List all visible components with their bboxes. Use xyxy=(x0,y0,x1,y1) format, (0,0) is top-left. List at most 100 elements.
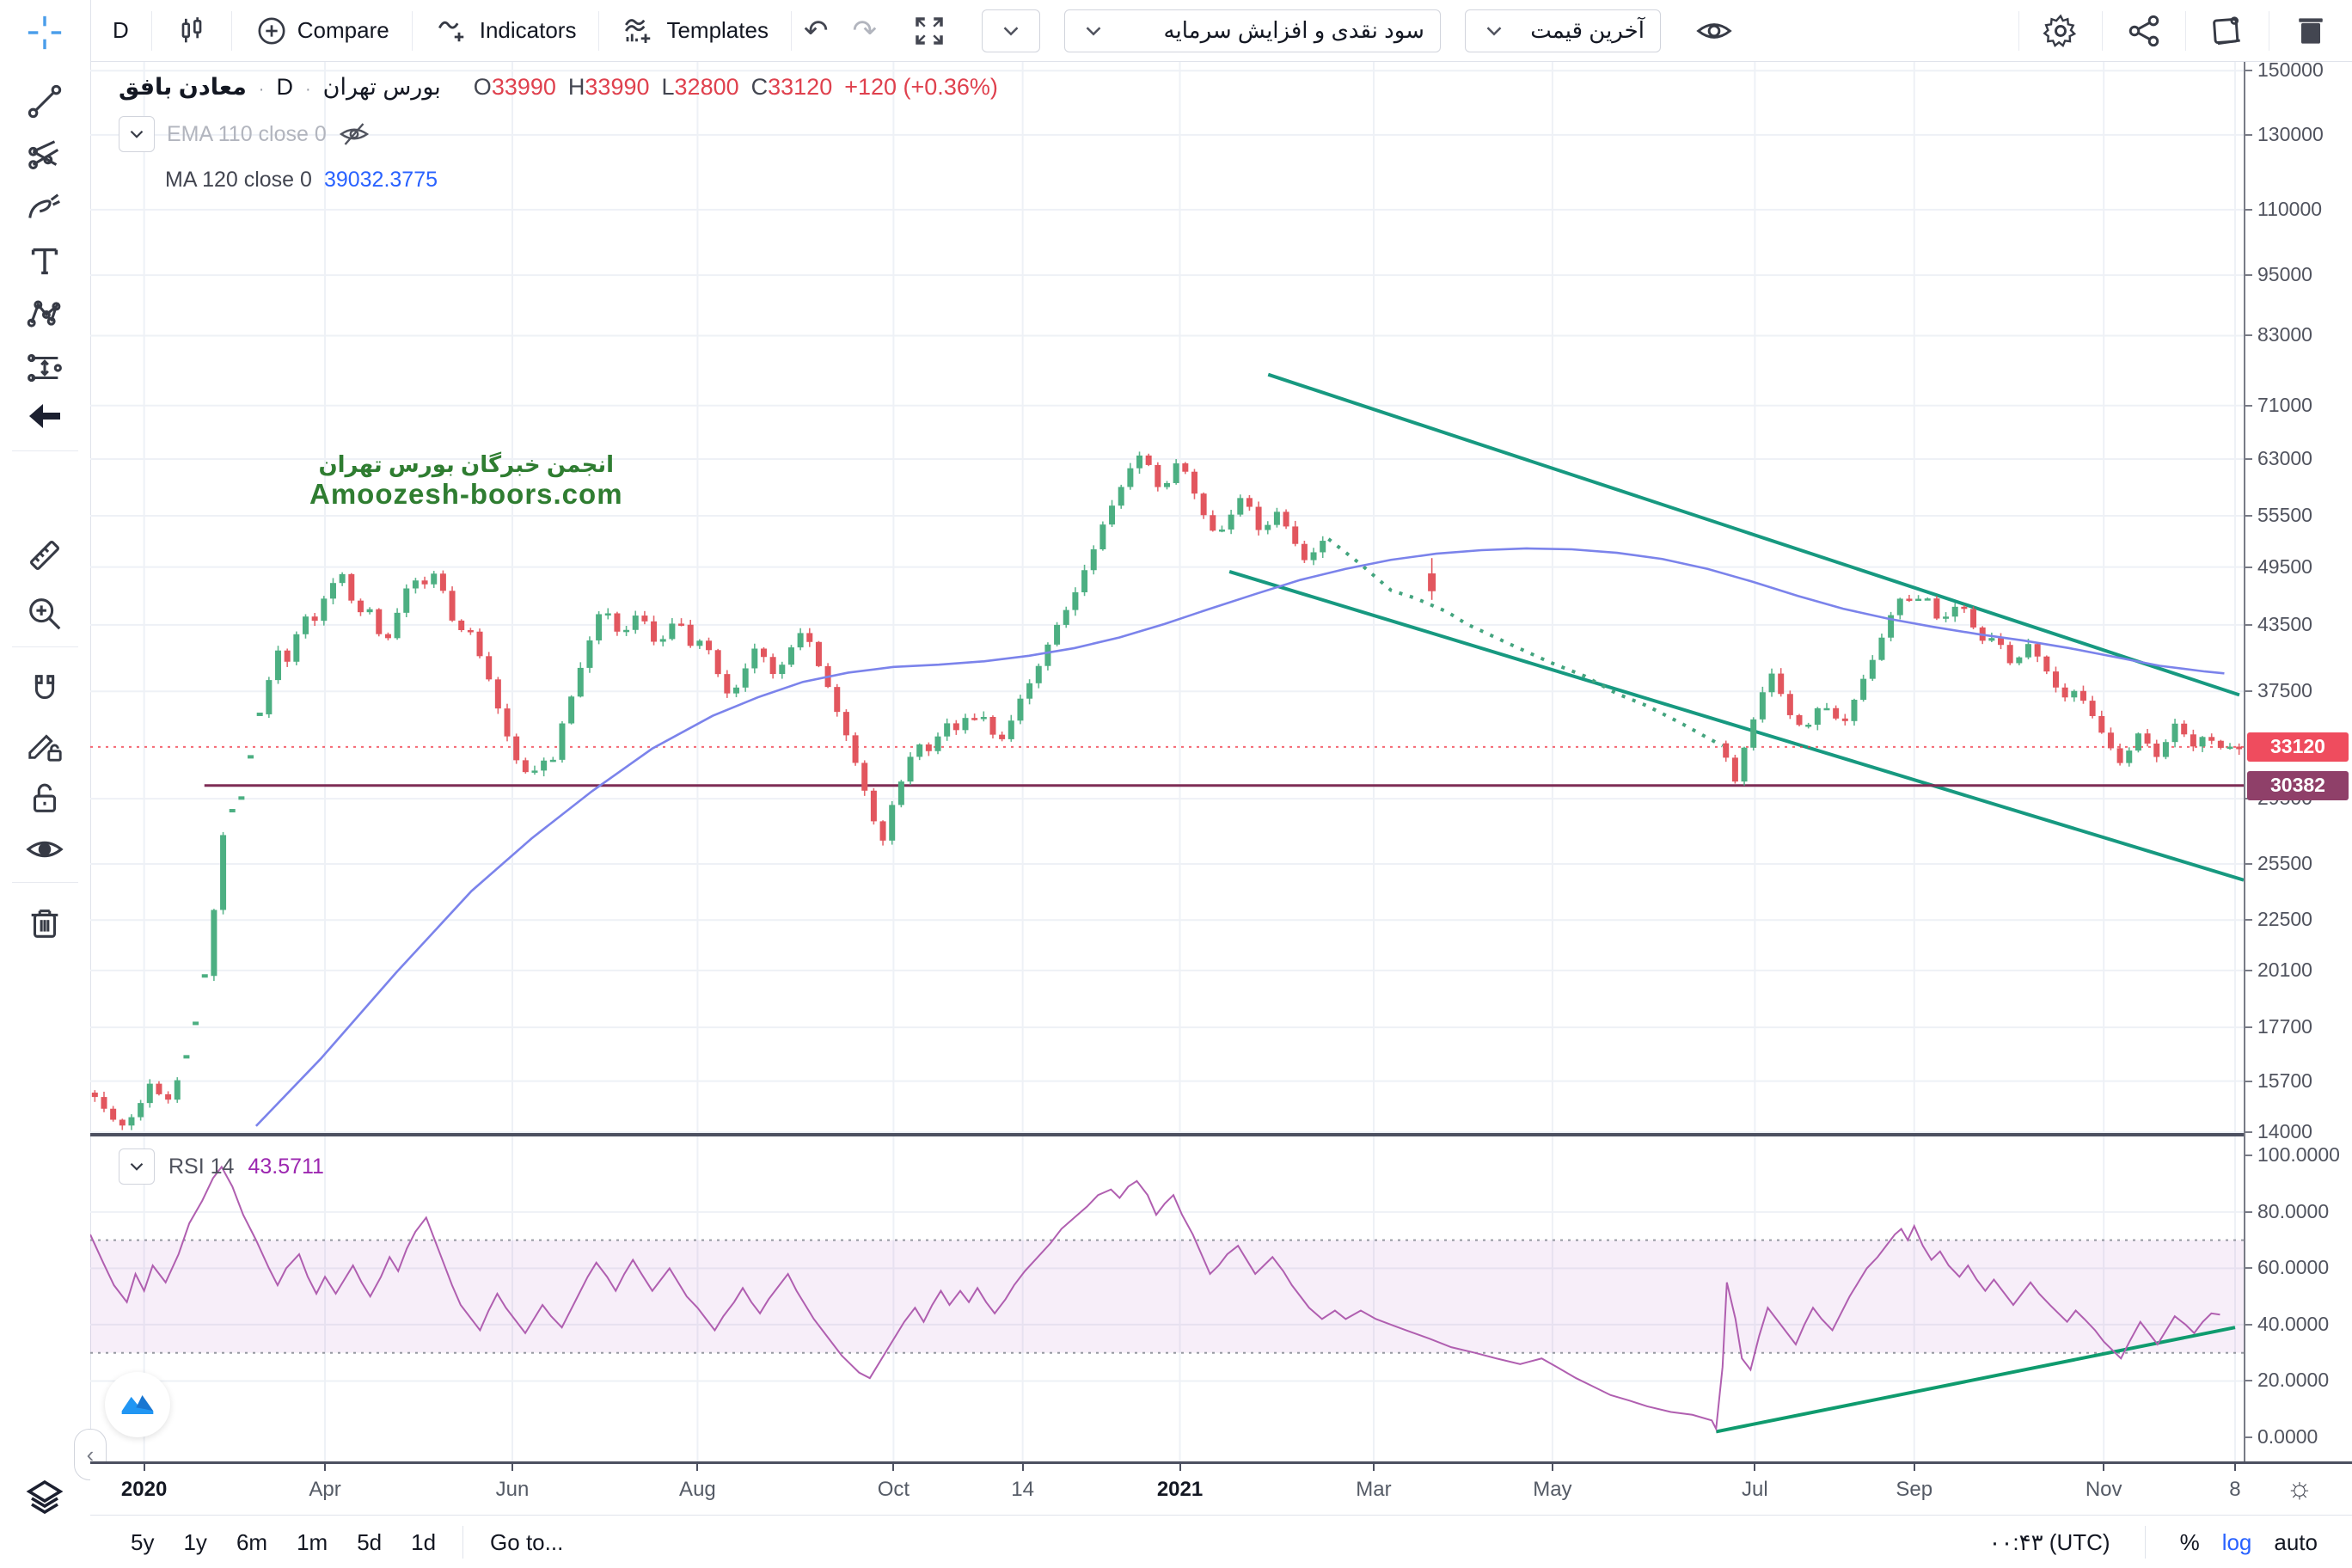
price-axis[interactable]: 150000 130000 110000 95000 83000 71000 63000 55… xyxy=(2244,58,2352,1461)
crosshair-icon[interactable] xyxy=(22,10,67,55)
auto-scale-button[interactable]: auto xyxy=(2274,1528,2318,1555)
rsi-value: 43.5711 xyxy=(248,1154,324,1179)
eye-off-icon[interactable] xyxy=(339,119,370,150)
drawing-toolbar xyxy=(0,0,91,1568)
redo-button[interactable]: ↷ xyxy=(852,14,877,47)
price-tick xyxy=(2245,1026,2252,1029)
goto-button[interactable]: Go to... xyxy=(490,1528,564,1555)
ohlc-close: C33120 xyxy=(750,74,833,100)
object-tree-layers-icon[interactable] xyxy=(22,1475,67,1520)
time-tick xyxy=(324,1464,327,1471)
undo-button[interactable]: ↶ xyxy=(803,14,829,47)
price-tick-label: 43500 xyxy=(2257,612,2312,635)
rsi-label[interactable]: RSI 14 xyxy=(168,1154,235,1179)
settings-button[interactable] xyxy=(2019,11,2102,51)
time-label: Sep xyxy=(1896,1478,1933,1501)
last-price-dropdown-label: آخرین قیمت xyxy=(1530,17,1645,43)
last-price-dropdown[interactable]: آخرین قیمت xyxy=(1464,9,1661,52)
range-button-1d[interactable]: 1d xyxy=(411,1528,437,1555)
interval-button[interactable]: D xyxy=(90,11,151,51)
time-tick xyxy=(1551,1464,1553,1471)
price-tick-label: 83000 xyxy=(2257,323,2312,346)
time-label: 2020 xyxy=(120,1478,168,1501)
range-button-1m[interactable]: 1m xyxy=(297,1528,328,1555)
utc-clock[interactable]: ۰۰:۴۳ (UTC) xyxy=(1988,1528,2110,1555)
ma-label[interactable]: MA 120 close 0 xyxy=(165,168,312,192)
rsi-tick-label: 0.0000 xyxy=(2257,1425,2318,1448)
arrow-tool-icon[interactable] xyxy=(22,394,67,438)
tv-logo-icon xyxy=(121,1395,154,1414)
symbol-row[interactable]: معادن بافق · D · بورس تهران O33990 H3399… xyxy=(119,74,998,100)
top-toolbar: D Compare Indicators Templates xyxy=(90,0,2352,62)
range-button-5d[interactable]: 5d xyxy=(357,1528,383,1555)
zoom-in-icon[interactable] xyxy=(22,591,67,636)
range-button-5y[interactable]: 5y xyxy=(131,1528,155,1555)
indicators-button[interactable]: Indicators xyxy=(413,11,599,51)
main-chart-pane[interactable] xyxy=(90,62,2244,1133)
pane-divider[interactable] xyxy=(90,1133,2352,1136)
tradingview-logo[interactable] xyxy=(105,1372,170,1437)
xabcd-pattern-icon[interactable] xyxy=(22,292,67,337)
text-tool-icon[interactable] xyxy=(22,239,67,284)
time-label: May xyxy=(1533,1478,1572,1501)
price-tick xyxy=(2245,208,2252,211)
templates-button[interactable]: Templates xyxy=(599,11,791,51)
rsi-tick xyxy=(2245,1380,2252,1382)
indicator-collapse-button[interactable] xyxy=(119,116,155,152)
layout-dropdown[interactable] xyxy=(981,9,1040,52)
delete-button[interactable] xyxy=(2269,11,2352,51)
hide-drawings-eye-icon[interactable] xyxy=(22,827,67,872)
time-label: 14 xyxy=(1011,1478,1035,1501)
forecast-icon[interactable] xyxy=(22,346,67,390)
time-tick xyxy=(1754,1464,1756,1471)
price-chart-canvas xyxy=(90,62,2244,1133)
remove-drawings-trash-icon[interactable] xyxy=(22,901,67,946)
time-tick xyxy=(1179,1464,1181,1471)
price-tick-label: 63000 xyxy=(2257,447,2312,470)
snapshot-button[interactable] xyxy=(2186,11,2269,51)
maximize-button[interactable] xyxy=(889,11,970,51)
watch-eye-button[interactable] xyxy=(1673,11,1755,51)
gann-tools-icon[interactable] xyxy=(22,134,67,179)
price-tick-label: 22500 xyxy=(2257,908,2312,931)
timezone-sun-icon[interactable]: ☼ xyxy=(2286,1471,2313,1504)
ruler-icon[interactable] xyxy=(22,533,67,578)
rsi-tick xyxy=(2245,1267,2252,1270)
magnet-icon[interactable] xyxy=(22,667,67,712)
price-tick-label: 14000 xyxy=(2257,1120,2312,1143)
drawing-lock-icon[interactable] xyxy=(22,722,67,767)
support-level-badge: 30382 xyxy=(2247,770,2349,800)
range-button-1y[interactable]: 1y xyxy=(183,1528,207,1555)
brush-icon[interactable] xyxy=(22,186,67,230)
unlock-icon[interactable] xyxy=(22,775,67,820)
chart-style-button[interactable] xyxy=(152,11,231,51)
trend-line-icon[interactable] xyxy=(22,79,67,124)
ema-indicator-row: EMA 110 close 0 xyxy=(119,116,998,152)
ohlc-open: O33990 xyxy=(473,74,556,100)
time-tick xyxy=(2233,1464,2236,1471)
price-tick xyxy=(2245,133,2252,136)
rsi-tick-label: 80.0000 xyxy=(2257,1199,2330,1222)
price-tick xyxy=(2245,274,2252,277)
rsi-collapse-button[interactable] xyxy=(119,1148,155,1185)
dividends-dropdown[interactable]: سود نقدی و افزایش سرمایه xyxy=(1063,9,1441,52)
price-tick xyxy=(2245,566,2252,568)
ma-value: 39032.3775 xyxy=(323,168,438,192)
ma-indicator-row: MA 120 close 0 39032.3775 xyxy=(119,168,998,193)
percent-scale-button[interactable]: % xyxy=(2179,1528,2200,1555)
compare-button[interactable]: Compare xyxy=(232,11,412,51)
time-axis[interactable]: 2020 Apr Jun Aug Oct 14 2021 Mar May Jul Sep Nov 8 xyxy=(90,1461,2352,1517)
chevron-down-icon xyxy=(130,130,144,138)
rsi-legend: RSI 14 43.5711 xyxy=(119,1148,324,1185)
share-button[interactable] xyxy=(2103,11,2185,51)
ema-label[interactable]: EMA 110 close 0 xyxy=(167,121,327,146)
compare-label: Compare xyxy=(297,17,389,43)
time-label: 8 xyxy=(2229,1478,2241,1501)
price-tick xyxy=(2245,334,2252,337)
range-button-6m[interactable]: 6m xyxy=(236,1528,268,1555)
price-tick-label: 130000 xyxy=(2257,122,2324,145)
rsi-tick xyxy=(2245,1323,2252,1326)
log-scale-button[interactable]: log xyxy=(2221,1528,2252,1555)
rsi-pane[interactable] xyxy=(90,1136,2244,1461)
